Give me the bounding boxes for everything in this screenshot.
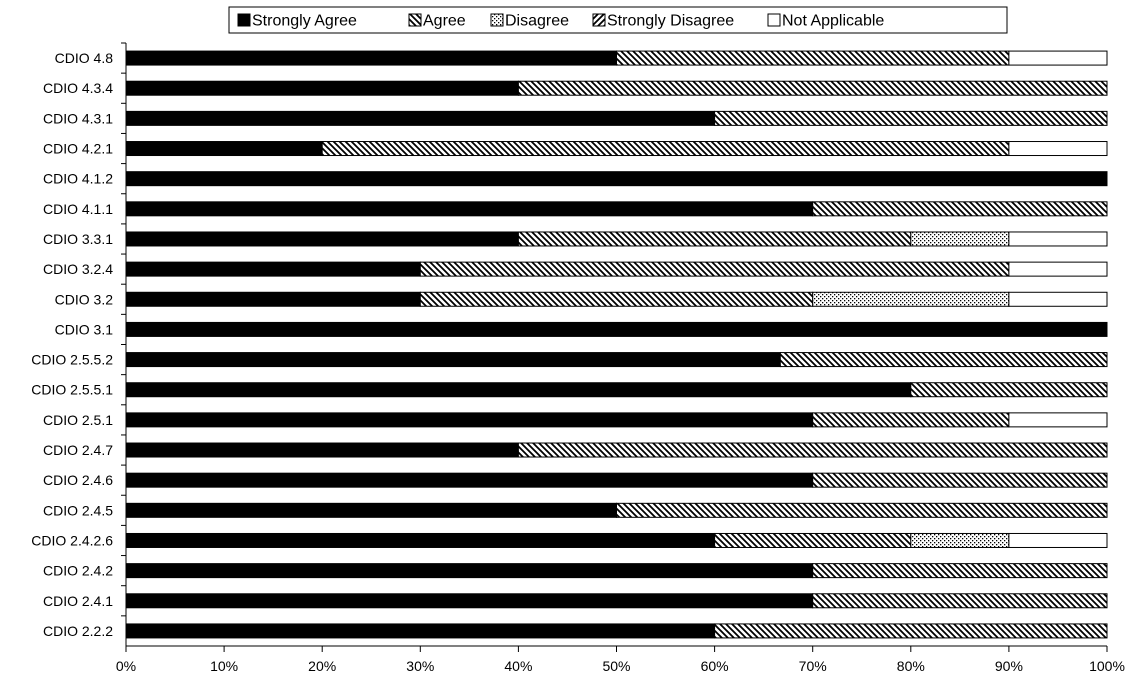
x-tick-label: 60% [701,658,729,674]
category-label: CDIO 2.4.6 [43,472,113,488]
legend-swatch-2 [408,13,422,27]
bar-segment-2-row-13 [812,412,1010,428]
bar-segment-1-row-1 [125,50,617,66]
bar-segment-3-row-17 [910,532,1010,548]
bar-segment-1-row-14 [125,442,519,458]
category-label: CDIO 3.1 [55,321,114,337]
x-tick-label: 0% [116,658,136,674]
bar-segment-1-row-18 [125,563,814,579]
bar-segment-5-row-7 [1008,231,1108,247]
bar-segment-2-row-18 [812,563,1108,579]
bar-segment-1-row-7 [125,231,519,247]
bar-segment-2-row-7 [517,231,912,247]
bar-segment-2-row-14 [517,442,1108,458]
legend-label-4: Strongly Disagree [607,13,734,30]
bar-segment-1-row-2 [125,80,519,96]
category-label: CDIO 4.1.2 [43,171,113,187]
bar-segment-5-row-17 [1008,532,1108,548]
bar-segment-1-row-10 [125,321,1108,337]
x-tick-label: 80% [897,658,925,674]
x-tick-label: 50% [602,658,630,674]
bar-segment-1-row-12 [125,382,912,398]
bar-segment-1-row-13 [125,412,814,428]
bar-segment-2-row-16 [616,502,1108,518]
category-label: CDIO 2.5.5.1 [31,382,113,398]
x-tick-label: 10% [210,658,238,674]
bar-segment-2-row-3 [714,110,1108,126]
legend-label-5: Not Applicable [782,13,884,30]
legend-swatch-1 [237,13,251,27]
bar-segment-2-row-9 [419,291,814,307]
bar-segment-2-row-4 [321,141,1010,157]
bar-segment-2-row-2 [517,80,1108,96]
bar-segment-1-row-4 [125,141,323,157]
category-label: CDIO 2.4.2.6 [31,532,113,548]
legend-box [228,6,1008,34]
category-label: CDIO 2.5.5.2 [31,352,113,368]
legend-label-3: Disagree [505,13,569,30]
bar-segment-1-row-20 [125,623,716,639]
legend-swatch-5 [767,13,781,27]
bar-segment-1-row-9 [125,291,421,307]
category-label: CDIO 2.5.1 [43,412,113,428]
bar-segment-1-row-3 [125,110,716,126]
category-label: CDIO 2.2.2 [43,623,113,639]
bar-segment-2-row-12 [910,382,1108,398]
bar-segment-2-row-19 [812,593,1108,609]
category-label: CDIO 4.3.1 [43,110,113,126]
x-tick-label: 100% [1089,658,1125,674]
x-tick-label: 30% [406,658,434,674]
bar-segment-1-row-6 [125,201,814,217]
category-label: CDIO 2.4.1 [43,593,113,609]
bar-segment-2-row-15 [812,472,1108,488]
bar-segment-2-row-6 [812,201,1108,217]
bar-segment-2-row-8 [419,261,1010,277]
x-tick-label: 70% [799,658,827,674]
category-label: CDIO 2.4.7 [43,442,113,458]
bar-segment-1-row-16 [125,502,617,518]
bar-segment-3-row-9 [812,291,1010,307]
bar-segment-1-row-15 [125,472,814,488]
legend-label-1: Strongly Agree [252,13,357,30]
bar-segment-5-row-1 [1008,50,1108,66]
legend: Strongly Agree Agree Disagree Strongly Disa… [228,6,1008,34]
category-label: CDIO 3.2 [55,291,114,307]
bar-segment-5-row-4 [1008,141,1108,157]
legend-swatch-4 [592,13,606,27]
x-tick-label: 20% [308,658,336,674]
bar-segment-1-row-8 [125,261,421,277]
category-label: CDIO 3.2.4 [43,261,113,277]
x-tick-label: 90% [995,658,1023,674]
axes-group: CDIO 4.8 CDIO 4.3.4 CDIO 4.3.1 CDIO 4.2.1 CD… [31,42,1125,674]
bar-segment-2-row-17 [714,532,912,548]
category-label: CDIO 4.2.1 [43,141,113,157]
bar-segment-3-row-7 [910,231,1010,247]
bar-segment-5-row-8 [1008,261,1108,277]
bar-segment-5-row-9 [1008,291,1108,307]
category-label: CDIO 4.3.4 [43,80,113,96]
category-label: CDIO 4.1.1 [43,201,113,217]
category-label: CDIO 3.3.1 [43,231,113,247]
bar-segment-1-row-17 [125,532,716,548]
bars-group [125,50,1108,639]
bar-segment-1-row-19 [125,593,814,609]
category-label: CDIO 2.4.2 [43,563,113,579]
bar-segment-5-row-13 [1008,412,1108,428]
bar-segment-1-row-11 [125,352,781,368]
x-tick-label: 40% [504,658,532,674]
bar-segment-2-row-11 [779,352,1108,368]
legend-label-2: Agree [423,13,466,30]
bar-segment-1-row-5 [125,171,1108,187]
category-label: CDIO 2.4.5 [43,502,113,518]
bar-segment-2-row-20 [714,623,1108,639]
legend-swatch-3 [490,13,504,27]
bar-segment-2-row-1 [616,50,1010,66]
category-label: CDIO 4.8 [55,50,114,66]
